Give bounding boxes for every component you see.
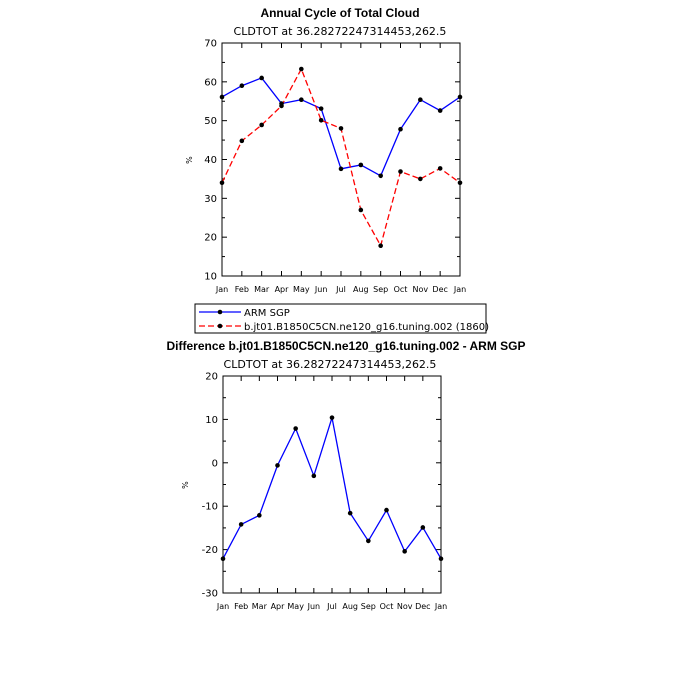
chart1-ytick-label: 20 xyxy=(204,233,217,244)
chart1-series-1-point xyxy=(318,106,324,111)
chart1-series-2-point xyxy=(398,169,403,174)
chart1-xtick-label: May xyxy=(293,285,310,294)
chart2-series-1-point xyxy=(347,510,353,516)
chart1-series-2-point xyxy=(418,176,423,182)
chart1-series-2-point xyxy=(378,243,383,249)
chart2-ytick-label: 20 xyxy=(205,372,218,383)
chart1-ytick-label: 50 xyxy=(204,116,217,127)
chart2-ytick-label: 10 xyxy=(205,415,218,426)
chart2-series-1-point xyxy=(311,473,317,479)
chart2-series-1-point xyxy=(238,522,244,527)
chart1-ylabel: % xyxy=(185,156,194,164)
chart1-xtick-label: Jun xyxy=(314,285,328,294)
chart1-plot-frame xyxy=(221,42,461,277)
chart1-ytick-label: 60 xyxy=(204,77,217,88)
chart2-series-1-point xyxy=(329,415,335,420)
chart2-xtick-label: Sep xyxy=(361,602,376,611)
chart2-xtick-label: Jun xyxy=(307,602,321,611)
chart2-xtick-label: May xyxy=(287,602,304,611)
legend-model-label: b.jt01.B1850C5CN.ne120_g16.tuning.002 (1… xyxy=(244,322,489,333)
chart1-series-2-point xyxy=(219,180,225,186)
chart1-xtick-label: Apr xyxy=(275,285,290,294)
chart1-legend-box xyxy=(194,303,487,334)
chart2-ylabel: % xyxy=(181,481,190,489)
chart2-xtick-label: Nov xyxy=(397,602,413,611)
chart1-series-2-point xyxy=(299,66,304,72)
chart2-subtitle: CLDTOT at 36.28272247314453,262.5 xyxy=(224,358,437,371)
chart2-series-1-point xyxy=(220,556,226,562)
chart1-series-1-point xyxy=(219,94,225,100)
chart1-series-2-point xyxy=(457,180,463,186)
chart2-series-1-point xyxy=(384,507,389,513)
chart2-series-1-point xyxy=(257,513,262,518)
chart2-series-line-1 xyxy=(222,417,442,560)
chart2-series-1-point xyxy=(293,426,298,431)
chart1-title: Annual Cycle of Total Cloud xyxy=(260,6,419,20)
chart1-xtick-label: Oct xyxy=(394,285,408,294)
chart1-series-1-point xyxy=(398,126,403,132)
chart2-series-1-point xyxy=(402,549,407,554)
chart1-ytick-label: 10 xyxy=(204,272,217,283)
chart1-series-1-point xyxy=(338,166,344,172)
chart1-series-2-point xyxy=(437,166,443,171)
chart1-subtitle: CLDTOT at 36.28272247314453,262.5 xyxy=(234,25,447,38)
chart1-series-1-point xyxy=(378,173,383,179)
chart2-ytick-label: -10 xyxy=(202,502,218,513)
chart1-marks: Jan Feb Mar Apr May Jun Jul Aug Sep Oct Nov Dec Jan 1… xyxy=(204,39,466,295)
chart1-series-line-2 xyxy=(221,67,461,248)
chart1-ytick-label: 30 xyxy=(204,194,217,205)
chart1-series-1-point xyxy=(418,97,423,102)
chart2-xtick-label: Feb xyxy=(234,602,248,611)
chart1-series-2-point xyxy=(279,103,284,109)
chart2-xtick-label: Mar xyxy=(252,602,268,611)
chart1-series-1-point xyxy=(457,94,463,100)
chart1-series-1-point xyxy=(259,75,264,81)
chart1-xtick-label: Jul xyxy=(335,285,346,294)
chart1-xtick-label: Mar xyxy=(254,285,270,294)
chart2-xtick-label: Jan xyxy=(216,602,229,611)
chart2-marks: Jan Feb Mar Apr May Jun Jul Aug Sep Oct Nov Dec Jan -… xyxy=(202,372,448,612)
chart1-series-2-point xyxy=(338,126,344,131)
chart2-series-1-point xyxy=(420,525,426,530)
chart1-xtick-label: Feb xyxy=(235,285,249,294)
chart2-plot-frame xyxy=(222,375,442,594)
chart2-series-1-point xyxy=(366,538,371,544)
chart2-series-1-point xyxy=(438,556,444,562)
chart2-xtick-label: Jul xyxy=(326,602,337,611)
chart2-xtick-label: Jan xyxy=(434,602,447,611)
chart1-ytick-label: 40 xyxy=(204,155,217,166)
chart2-xtick-label: Oct xyxy=(380,602,394,611)
chart2-xtick-label: Dec xyxy=(415,602,430,611)
legend-arm-label: ARM SGP xyxy=(244,308,290,319)
legend-model-marker xyxy=(217,323,223,329)
chart1-series-2-point xyxy=(239,138,245,144)
chart1-xtick-label: Sep xyxy=(373,285,388,294)
chart1-series-2-point xyxy=(358,207,364,213)
chart1-series-1-point xyxy=(299,97,304,102)
chart1-series-1-point xyxy=(239,83,245,89)
chart1-ytick-label: 70 xyxy=(204,39,217,50)
chart1-xtick-label: Jan xyxy=(215,285,228,294)
chart2-ytick-label: 0 xyxy=(212,458,218,469)
chart2-series-1-point xyxy=(275,463,280,468)
chart2-xtick-label: Aug xyxy=(342,602,358,611)
chart1-series-2-point xyxy=(259,122,264,128)
chart1-series-1-point xyxy=(437,108,443,113)
chart2-title: Difference b.jt01.B1850C5CN.ne120_g16.tu… xyxy=(166,339,525,353)
chart1-series-1-point xyxy=(358,162,364,168)
chart1-series-2-point xyxy=(318,117,324,123)
chart1-xtick-label: Jan xyxy=(453,285,466,294)
chart1-xtick-label: Aug xyxy=(353,285,369,294)
chart1-xtick-label: Dec xyxy=(432,285,447,294)
chart2-xtick-label: Apr xyxy=(271,602,286,611)
chart2-ytick-label: -20 xyxy=(202,545,218,556)
legend-arm-marker xyxy=(217,309,223,315)
chart1-xtick-label: Nov xyxy=(413,285,429,294)
chart2-ytick-label: -30 xyxy=(202,589,218,600)
